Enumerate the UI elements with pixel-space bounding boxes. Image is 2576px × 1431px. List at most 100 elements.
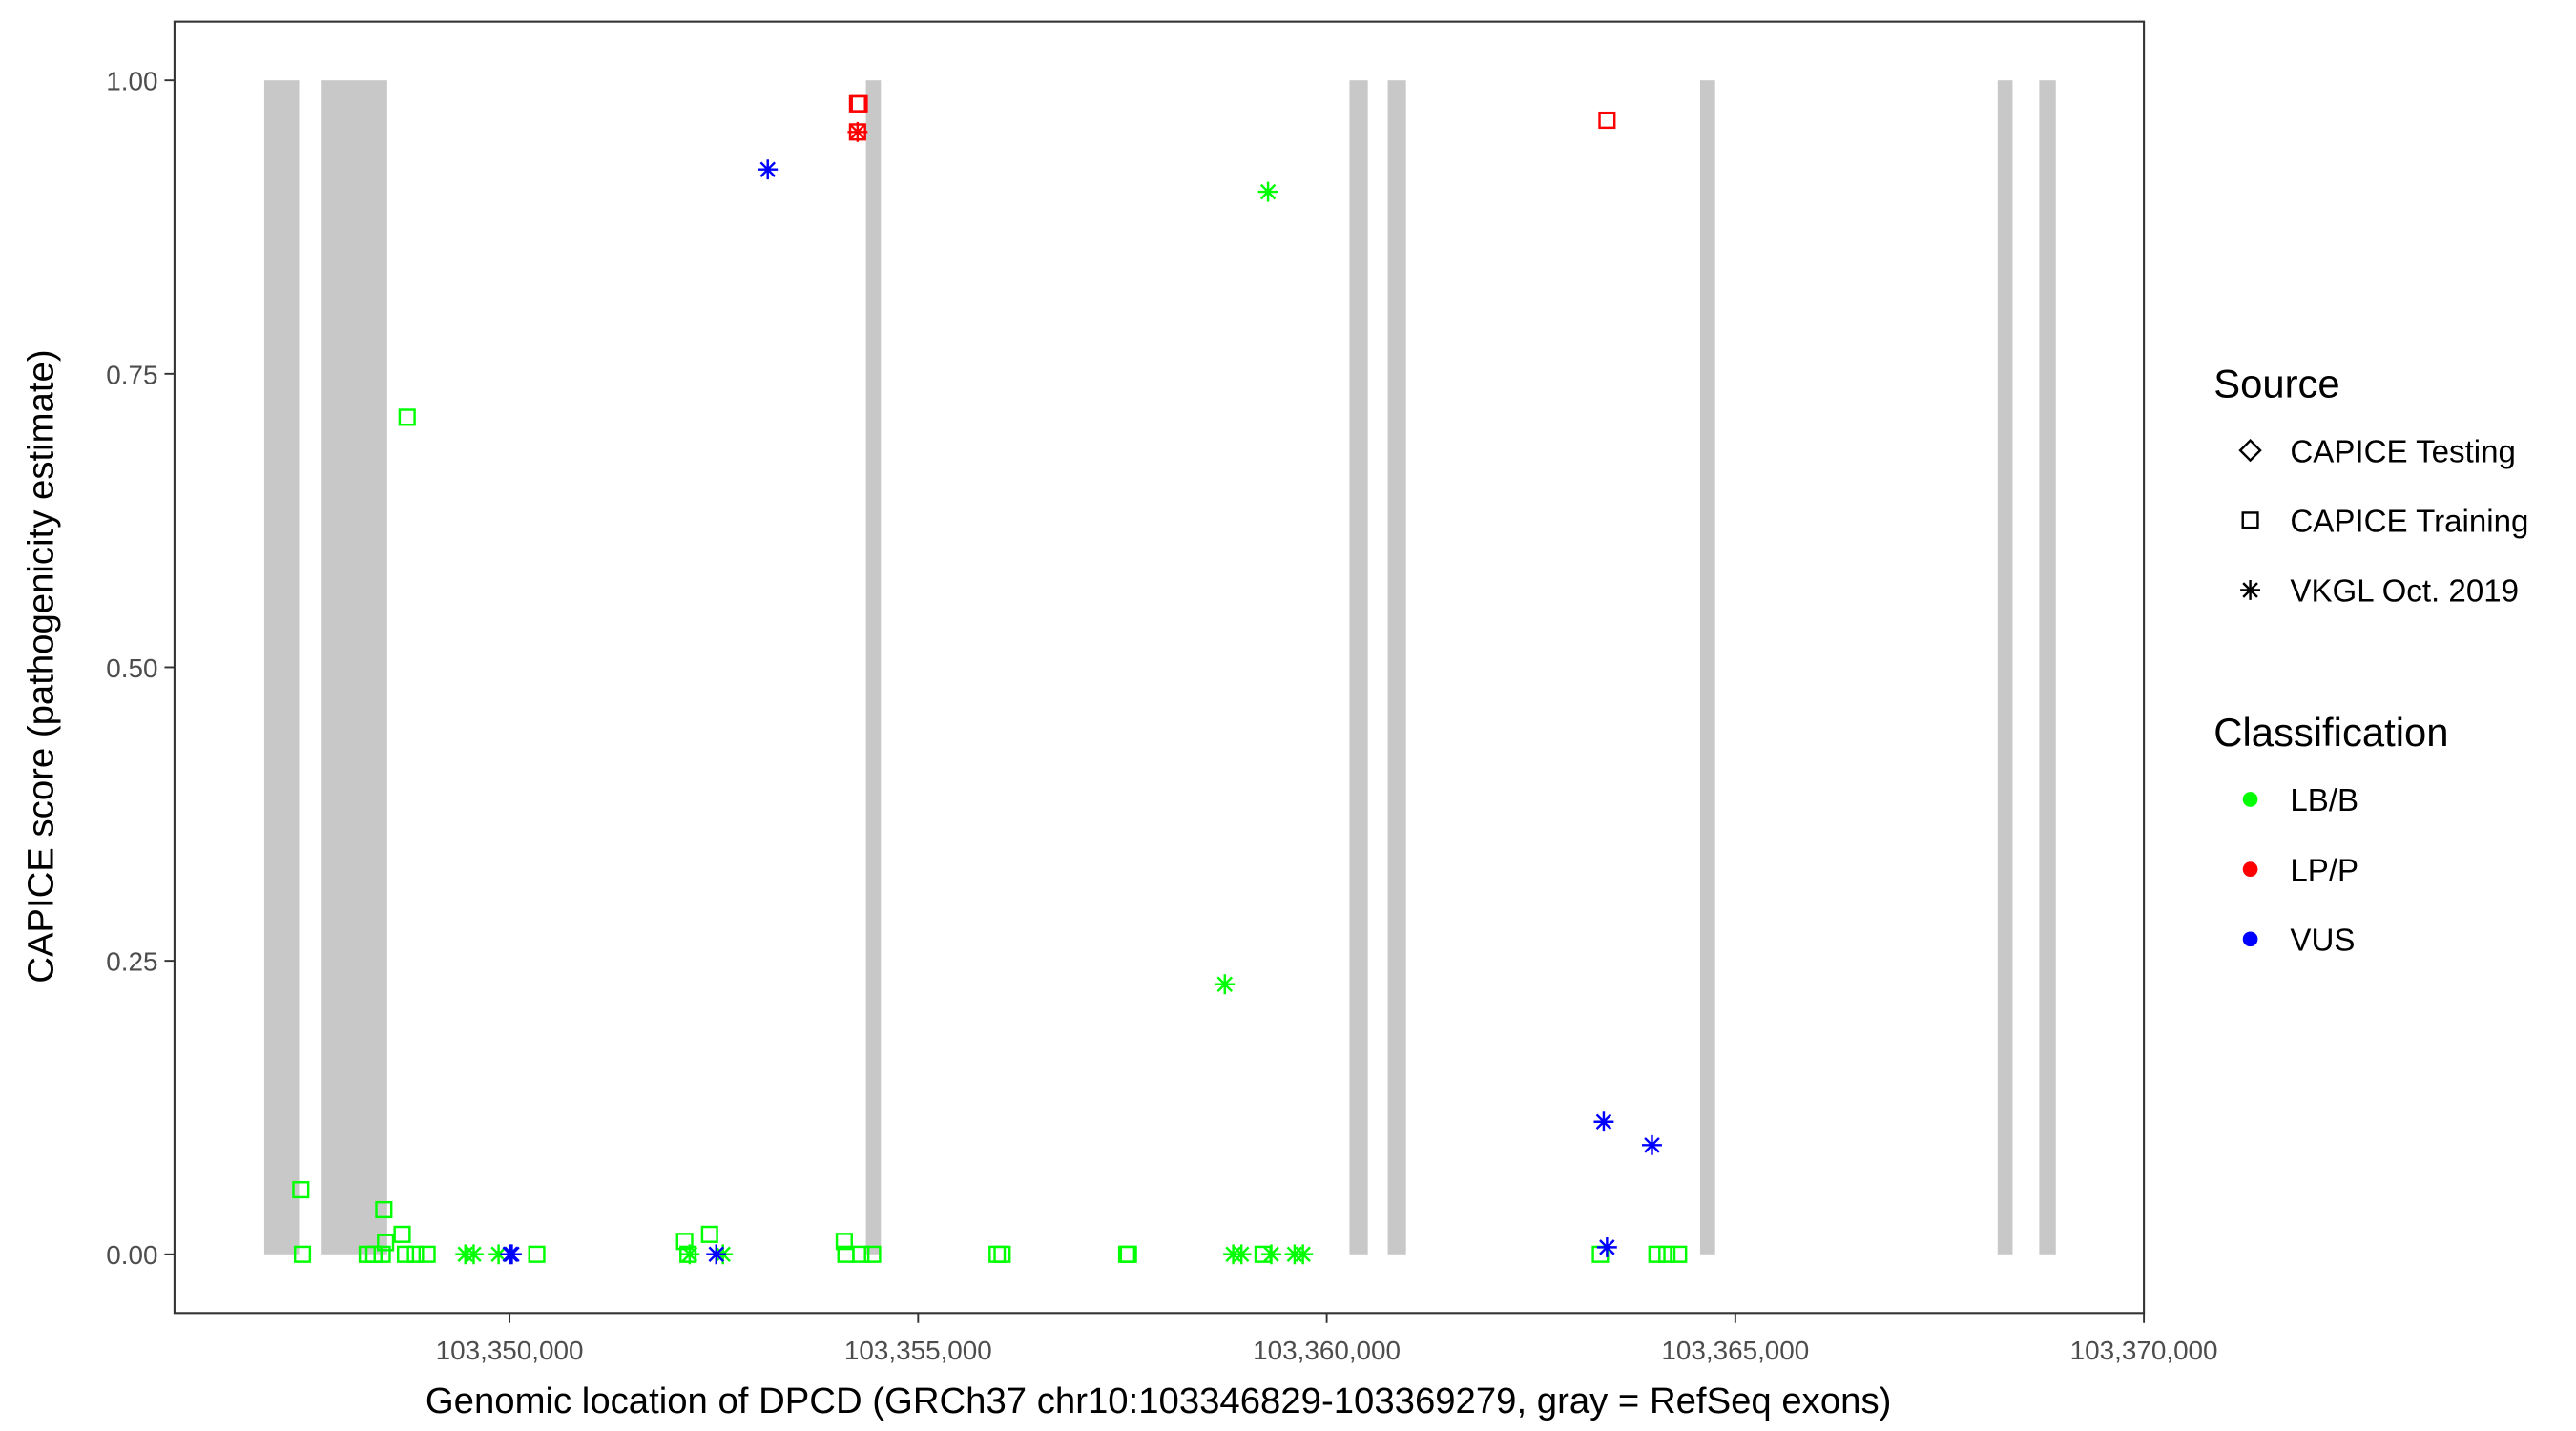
asterisk (502, 1244, 522, 1265)
exon (1387, 80, 1406, 1255)
star-marker (488, 1244, 509, 1265)
asterisk (1231, 1244, 1252, 1265)
star-marker (1215, 974, 1236, 995)
exon (321, 80, 387, 1255)
legend-label: VUS (2290, 923, 2355, 959)
star-marker (758, 159, 779, 180)
square (528, 1245, 546, 1263)
asterisk (1642, 1134, 1662, 1155)
square (993, 1245, 1011, 1263)
square (375, 1200, 393, 1219)
asterisk (1596, 1236, 1617, 1257)
square-marker (292, 1181, 310, 1199)
square (700, 1225, 718, 1243)
legend-title: Classification (2213, 710, 2448, 755)
square (398, 408, 416, 426)
exon (1349, 80, 1368, 1255)
square (1658, 1245, 1676, 1263)
asterisk (1593, 1111, 1614, 1132)
asterisk (488, 1244, 509, 1265)
square (1598, 111, 1616, 130)
star-marker (1257, 181, 1278, 202)
star-marker (464, 1244, 484, 1265)
star-marker (1231, 1244, 1252, 1265)
legend-swatch (2242, 931, 2258, 947)
y-tick-label: 0.00 (106, 1240, 157, 1270)
square (835, 1233, 853, 1251)
star-marker (1261, 1244, 1281, 1265)
square (418, 1245, 436, 1263)
plot-area (263, 80, 2056, 1265)
square-marker (852, 1245, 870, 1263)
legend-label: LP/P (2290, 853, 2358, 888)
square (396, 1245, 415, 1263)
square (377, 1234, 395, 1252)
asterisk (464, 1244, 484, 1265)
square (1648, 1245, 1666, 1263)
y-tick-label: 0.50 (106, 653, 157, 683)
square (2241, 511, 2259, 529)
legend-label: CAPICE Testing (2290, 434, 2516, 469)
square-marker (1658, 1245, 1676, 1263)
square-marker (1670, 1245, 1688, 1263)
star-marker (502, 1244, 522, 1265)
star-marker (706, 1244, 727, 1265)
square-marker (1598, 111, 1616, 130)
square (863, 1245, 882, 1263)
asterisk (1257, 181, 1278, 202)
asterisk (758, 159, 779, 180)
square-marker (2241, 511, 2259, 529)
x-tick-label: 103,355,000 (844, 1336, 992, 1365)
square-marker (1119, 1245, 1137, 1263)
square-marker (700, 1225, 718, 1243)
square-marker (373, 1245, 391, 1263)
legend-label: CAPICE Training (2290, 504, 2528, 539)
square (1119, 1245, 1137, 1263)
square-marker (863, 1245, 882, 1263)
star-marker (847, 121, 868, 142)
x-tick-label: 103,360,000 (1253, 1336, 1401, 1365)
square-marker (293, 1245, 312, 1263)
square-marker (396, 1245, 415, 1263)
exon (263, 80, 300, 1255)
square-marker (393, 1225, 411, 1243)
x-tick-label: 103,365,000 (1661, 1336, 1809, 1365)
x-axis-title: Genomic location of DPCD (GRCh37 chr10:1… (426, 1380, 1892, 1421)
asterisk (706, 1244, 727, 1265)
star-marker (679, 1244, 700, 1265)
square-marker (398, 408, 416, 426)
y-tick-label: 0.75 (106, 360, 157, 389)
square (373, 1245, 391, 1263)
asterisk (679, 1244, 700, 1265)
square (852, 1245, 870, 1263)
square-marker (418, 1245, 436, 1263)
star-marker (1293, 1244, 1314, 1265)
star-marker (1596, 1236, 1617, 1257)
star-marker (2240, 580, 2261, 600)
asterisk (847, 121, 868, 142)
square (393, 1225, 411, 1243)
y-tick-label: 0.25 (106, 947, 157, 977)
square-marker (375, 1200, 393, 1219)
asterisk (2240, 580, 2261, 600)
square (406, 1245, 425, 1263)
diamond (2238, 438, 2262, 463)
square-marker (850, 94, 868, 113)
square-marker (1648, 1245, 1666, 1263)
star-marker (1642, 1134, 1662, 1155)
exon (865, 80, 882, 1255)
legend-label: LB/B (2290, 783, 2358, 819)
square (293, 1245, 312, 1263)
diamond-marker (2238, 438, 2262, 463)
x-tick-label: 103,350,000 (436, 1336, 584, 1365)
square-marker (993, 1245, 1011, 1263)
square (1670, 1245, 1688, 1263)
exon (1700, 80, 1715, 1255)
legend-swatch (2242, 861, 2258, 877)
asterisk (1293, 1244, 1314, 1265)
exon (2039, 80, 2056, 1255)
asterisk (1261, 1244, 1281, 1265)
x-tick-label: 103,370,000 (2070, 1336, 2218, 1365)
